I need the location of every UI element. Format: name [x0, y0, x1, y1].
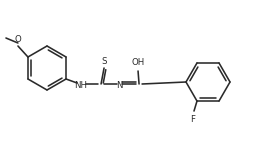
Text: O: O: [15, 36, 21, 44]
Text: OH: OH: [132, 58, 145, 67]
Text: F: F: [191, 115, 195, 124]
Text: S: S: [101, 57, 107, 66]
Text: N: N: [116, 80, 122, 90]
Text: NH: NH: [75, 80, 87, 90]
